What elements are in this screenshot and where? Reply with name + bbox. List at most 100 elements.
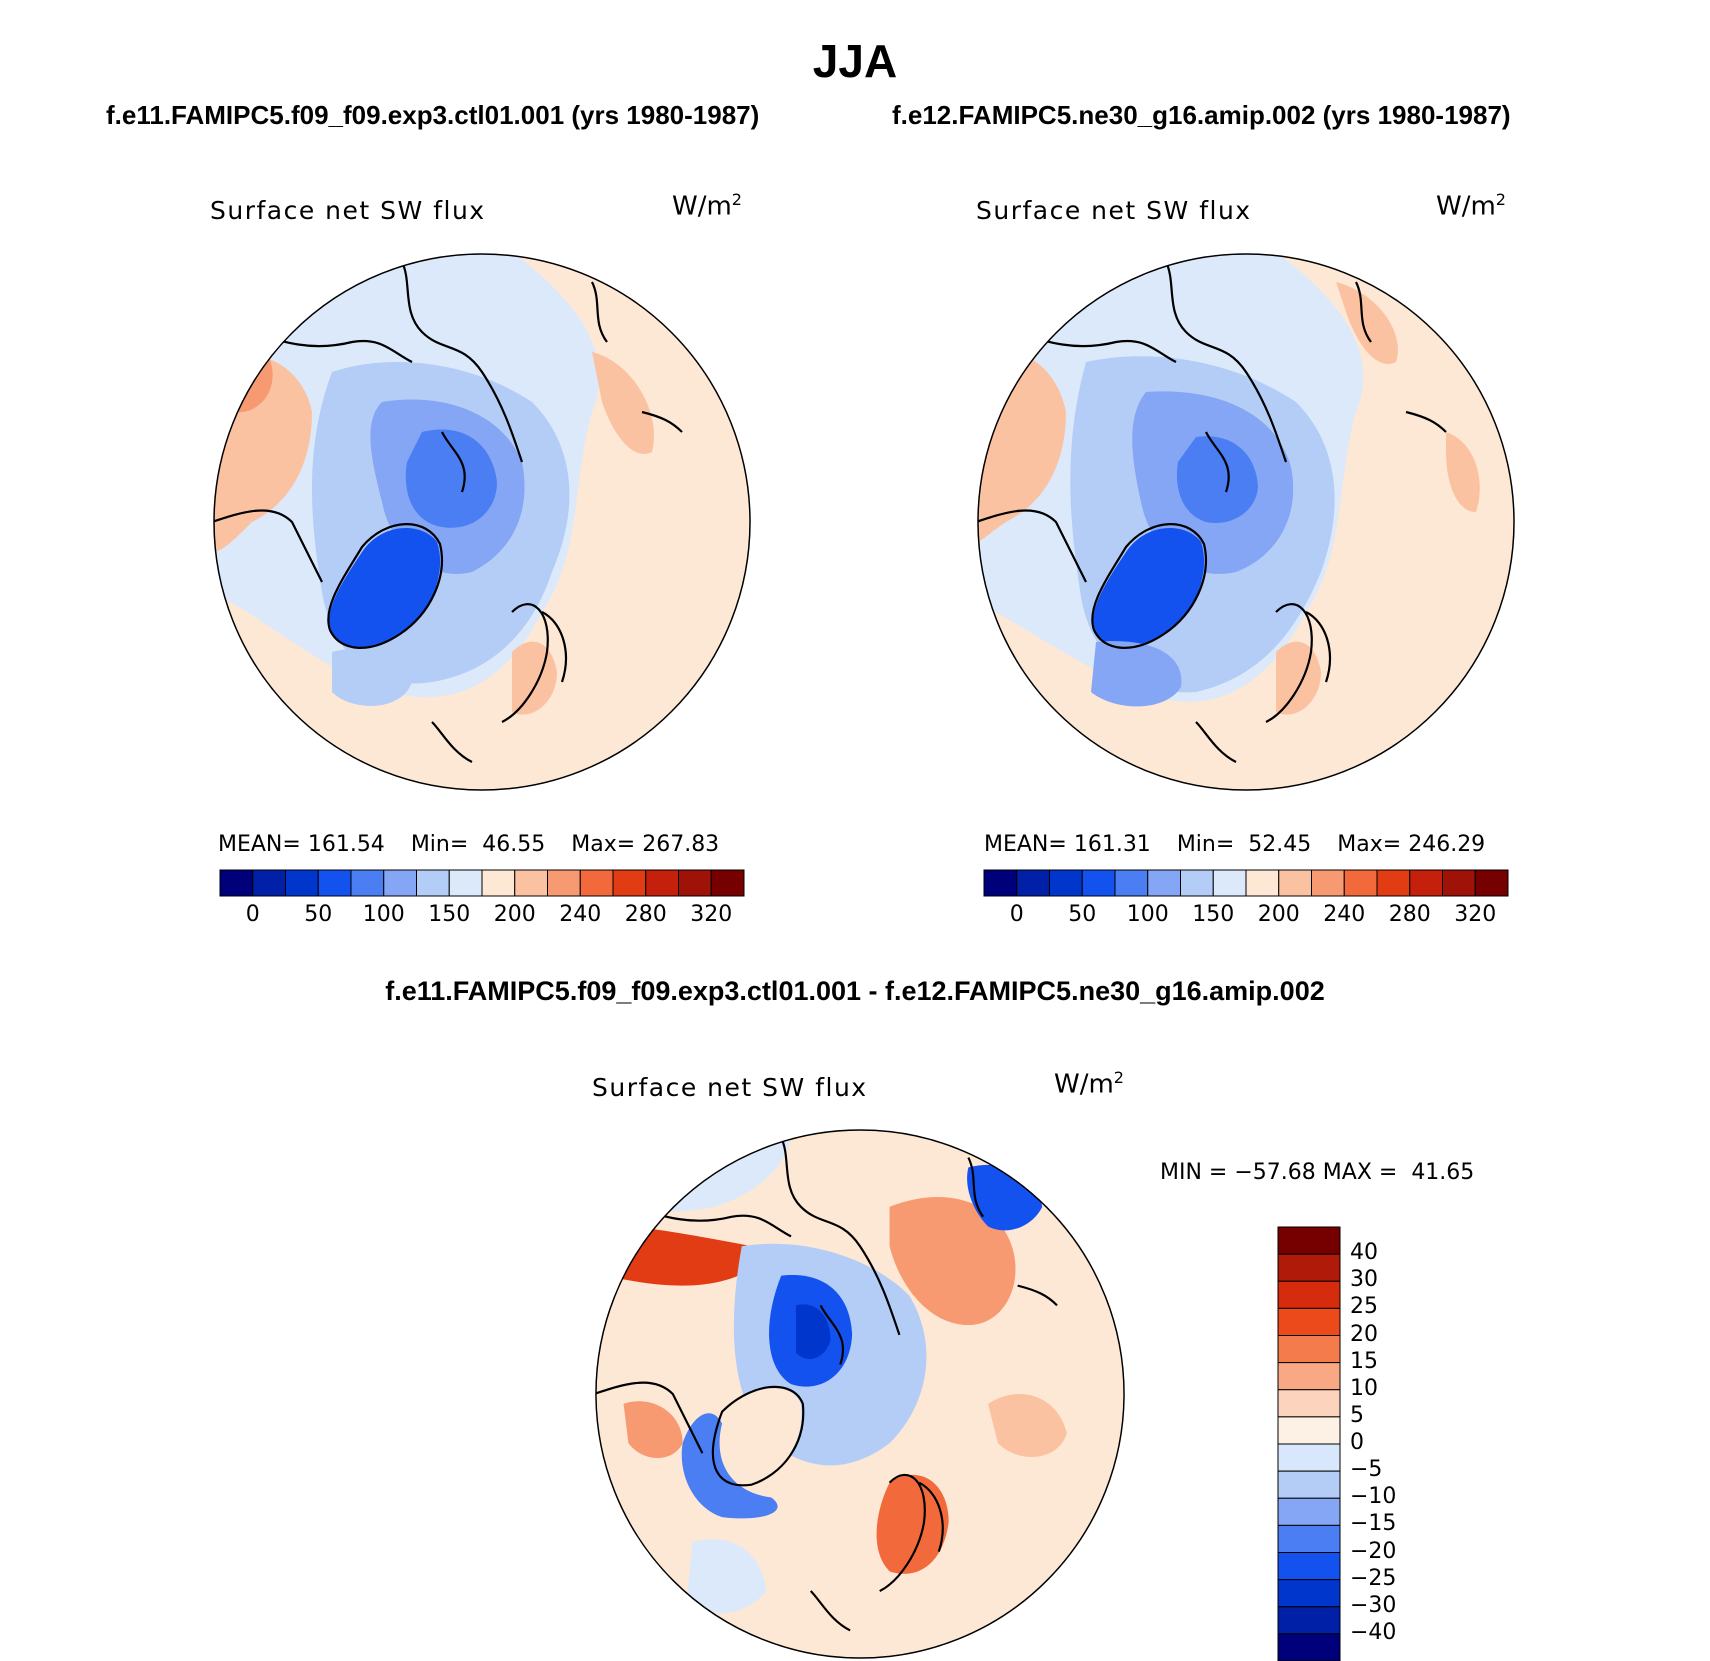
- diff-colorbar-tick-label: 10: [1350, 1375, 1378, 1401]
- panel2-colorbar-swatch: [1180, 869, 1214, 897]
- diff-colorbar-tick-label: 40: [1350, 1240, 1378, 1266]
- panel2-stats: MEAN= 161.31 Min= 52.45 Max= 246.29: [984, 832, 1485, 857]
- panel1-colorbar-swatch: [350, 869, 385, 897]
- panel3-min-label: MIN =: [1160, 1160, 1228, 1185]
- panel1-colorbar-swatch: [645, 869, 679, 897]
- diff-colorbar-swatch: [1277, 1389, 1341, 1418]
- panel1-colorbar-tick-label: 50: [304, 902, 333, 927]
- diff-colorbar-ticks: 40 30 25 20 15 10 5 0 −5 −10 −15 −20 −25 −30 −40: [1350, 1227, 1430, 1661]
- panel1-atlantic-blob: [332, 648, 412, 706]
- panel1-colorbar-tick-label: 280: [624, 902, 667, 927]
- panel1-colorbar-swatch: [547, 869, 581, 897]
- main-title: JJA: [812, 35, 898, 87]
- panel2-greenland: [1093, 528, 1205, 647]
- panel1-label: Surface net SW flux: [210, 196, 486, 225]
- diff-colorbar-tick-label: 15: [1350, 1348, 1378, 1374]
- panel2-colorbar-tick-label: 0: [1009, 902, 1024, 927]
- diff-colorbar-swatch: [1277, 1443, 1341, 1472]
- panel1-colorbar-swatch: [448, 869, 483, 897]
- diff-colorbar-swatch: [1277, 1497, 1341, 1526]
- panel1-colorbar-tick-label: 100: [362, 902, 405, 927]
- panel2-map-border: [977, 253, 1515, 791]
- panel2-label: Surface net SW flux: [976, 196, 1252, 225]
- panel2-max-label: Max=: [1337, 832, 1402, 857]
- panel3-warm-ne: [889, 1196, 1016, 1326]
- panel1-colorbar-swatch: [416, 869, 450, 897]
- panel2-min-label: Min=: [1176, 832, 1235, 857]
- diff-colorbar-tick-label: 5: [1350, 1402, 1364, 1428]
- panel1-colorbar-tick-label: 200: [493, 902, 536, 927]
- panel1-colorbar-tick-label: 150: [428, 902, 471, 927]
- panel1-colorbar-swatch: [481, 869, 516, 897]
- diff-colorbar-tick-label: 20: [1350, 1321, 1378, 1347]
- panel1-colorbar-tick-label: 0: [245, 902, 260, 927]
- panel3-map-border: [595, 1129, 1125, 1659]
- panel2-colorbar-swatch: [1245, 869, 1280, 897]
- panel1-warm-east: [592, 352, 654, 454]
- diff-colorbar-tick-label: −10: [1350, 1484, 1397, 1510]
- diff-colorbar-swatch: [1277, 1362, 1341, 1391]
- diff-colorbar-tick-label: 25: [1350, 1294, 1378, 1320]
- panel3-max-value: 41.65: [1411, 1160, 1475, 1185]
- panel2-colorbar-swatch: [1278, 869, 1312, 897]
- panel2-colorbar-swatch: [1311, 869, 1345, 897]
- diff-colorbar-tick-label: −25: [1350, 1565, 1397, 1591]
- diff-colorbar-swatch: [1277, 1606, 1341, 1635]
- panel1-map: [213, 253, 751, 791]
- panel1-colorbar-swatch: [383, 869, 417, 897]
- panel2-warm-east: [1336, 282, 1398, 364]
- panel2-atlantic-blob: [1091, 641, 1182, 707]
- panel2-colorbar-swatch: [1081, 869, 1116, 897]
- panel2-colorbar-tick-label: 100: [1126, 902, 1169, 927]
- panel1-colorbar-swatch: [252, 869, 286, 897]
- diff-colorbar-tick-label: −20: [1350, 1538, 1397, 1564]
- panel2-colorbar-swatch: [1442, 869, 1476, 897]
- panel2-colorbar-swatch: [983, 869, 1018, 897]
- panel2-warm-region: [978, 254, 1514, 790]
- panel2-colorbar-swatch: [1376, 869, 1411, 897]
- panel2-colorbar-swatch: [1409, 869, 1443, 897]
- panel1-colorbar-swatch: [514, 869, 548, 897]
- panel2-colorbar-tick-label: 240: [1323, 902, 1366, 927]
- diff-colorbar-tick-label: −40: [1350, 1619, 1397, 1645]
- panel3-max-label: MAX =: [1322, 1160, 1398, 1185]
- panel3-units: W/m2: [1054, 1068, 1124, 1100]
- panel1-colorbar-swatch: [612, 869, 647, 897]
- panel2-colorbar-swatch: [1114, 869, 1149, 897]
- panel1-colorbar-swatch: [219, 869, 254, 897]
- diff-colorbar: [1277, 1226, 1341, 1661]
- panel2-mean-label: MEAN=: [984, 832, 1067, 857]
- panel1-mean-label: MEAN=: [218, 832, 301, 857]
- diff-colorbar-swatch: [1277, 1470, 1341, 1499]
- panel1-colorbar-swatch: [285, 869, 319, 897]
- diff-colorbar-swatch: [1277, 1307, 1341, 1336]
- panel3-cool-south: [687, 1539, 767, 1614]
- diff-colorbar-swatch: [1277, 1280, 1341, 1309]
- diff-colorbar-tick-label: −5: [1350, 1457, 1383, 1483]
- panel2-colorbar-swatch: [1049, 869, 1083, 897]
- diff-colorbar-swatch: [1277, 1335, 1341, 1364]
- panel2-colorbar: [983, 869, 1509, 897]
- panel3-coastlines: [595, 1137, 1058, 1632]
- panel1-arctic-core: [405, 429, 497, 528]
- panel1-max-label: Max=: [571, 832, 636, 857]
- panel3-deep-arctic-core: [795, 1304, 831, 1359]
- panel3-cool-greenland-rim: [681, 1413, 778, 1519]
- panel1-colorbar: [219, 869, 745, 897]
- panel2-min-value: 52.45: [1248, 832, 1312, 857]
- case1-title: f.e11.FAMIPC5.f09_f09.exp3.ctl01.001 (yr…: [106, 100, 760, 130]
- panel1-units: W/m2: [672, 190, 742, 222]
- panel1-mean-value: 161.54: [307, 832, 385, 857]
- diff-colorbar-swatch: [1277, 1253, 1341, 1282]
- diff-title: f.e11.FAMIPC5.f09_f09.exp3.ctl01.001 - f…: [385, 976, 1325, 1006]
- case2-title: f.e12.FAMIPC5.ne30_g16.amip.002 (yrs 198…: [892, 100, 1511, 130]
- panel3-warm-labrador: [623, 1401, 683, 1459]
- panel3-stats: MIN = −57.68 MAX = 41.65: [1160, 1160, 1474, 1185]
- panel1-min-label: Min=: [410, 832, 469, 857]
- panel2-mean-value: 161.31: [1073, 832, 1151, 857]
- panel2-warm-east2: [1446, 432, 1480, 512]
- panel1-colorbar-swatch: [678, 869, 712, 897]
- panel2-colorbar-tick-label: 50: [1068, 902, 1097, 927]
- panel3-map: [595, 1129, 1125, 1659]
- panel2-colorbar-swatch: [1474, 869, 1509, 897]
